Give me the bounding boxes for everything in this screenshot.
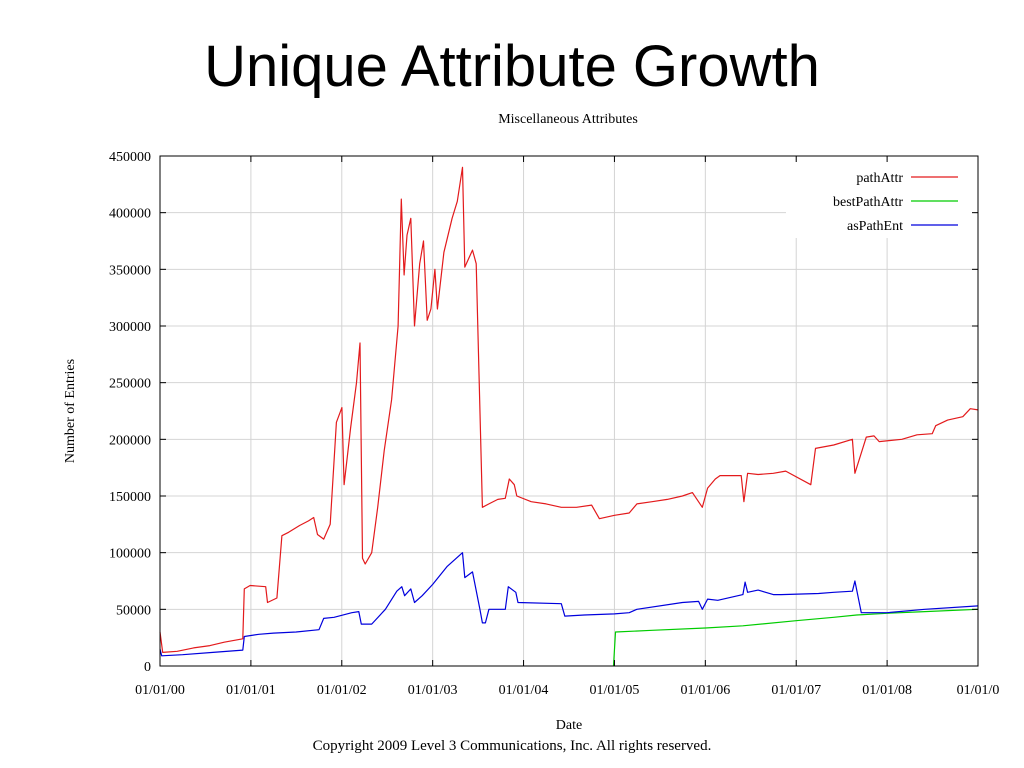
x-tick-label: 01/01/08 bbox=[862, 683, 912, 698]
y-tick-label: 250000 bbox=[109, 377, 151, 392]
y-tick-label: 100000 bbox=[109, 547, 151, 562]
legend-label-bestPathAttr: bestPathAttr bbox=[833, 195, 903, 210]
plot-frame bbox=[159, 155, 979, 667]
y-tick-label: 350000 bbox=[109, 263, 151, 278]
x-tick-label: 01/01/04 bbox=[499, 683, 549, 698]
y-tick-label: 200000 bbox=[109, 433, 151, 448]
tick-layer: 01/01/00 01/01/01 01/01/02 01/01/03 01/01/04… bbox=[109, 150, 999, 698]
x-tick-label: 01/01/00 bbox=[135, 683, 185, 698]
x-tick-label: 01/01/06 bbox=[680, 683, 730, 698]
x-tick-label: 01/01/07 bbox=[771, 683, 821, 698]
x-tick-label: 01/01/05 bbox=[590, 683, 640, 698]
legend-label-asPathEnt: asPathEnt bbox=[847, 219, 903, 234]
grid-layer bbox=[160, 156, 978, 666]
copyright-notice: Copyright 2009 Level 3 Communications, I… bbox=[312, 738, 712, 754]
series-bestPathAttr bbox=[612, 608, 979, 667]
y-tick-label: 150000 bbox=[109, 490, 151, 505]
slide-title: Unique Attribute Growth bbox=[204, 34, 820, 99]
legend: pathAttr bestPathAttr asPathEnt bbox=[786, 160, 974, 238]
y-tick-label: 400000 bbox=[109, 207, 151, 222]
y-tick-label: 300000 bbox=[109, 320, 151, 335]
y-axis-label: Number of Entries bbox=[63, 359, 78, 463]
legend-label-pathAttr: pathAttr bbox=[856, 171, 903, 186]
chart-title: Miscellaneous Attributes bbox=[498, 112, 638, 127]
y-tick-label: 50000 bbox=[116, 603, 151, 618]
series-layer bbox=[159, 166, 979, 667]
x-tick-label: 01/01/03 bbox=[408, 683, 458, 698]
series-asPathEnt bbox=[159, 552, 979, 657]
y-tick-label: 0 bbox=[144, 660, 151, 675]
x-tick-label: 01/01/0 bbox=[957, 683, 1000, 698]
y-tick-label: 450000 bbox=[109, 150, 151, 165]
x-tick-label: 01/01/01 bbox=[226, 683, 276, 698]
series-pathAttr bbox=[159, 166, 979, 654]
x-tick-label: 01/01/02 bbox=[317, 683, 367, 698]
x-axis-label: Date bbox=[556, 718, 582, 733]
